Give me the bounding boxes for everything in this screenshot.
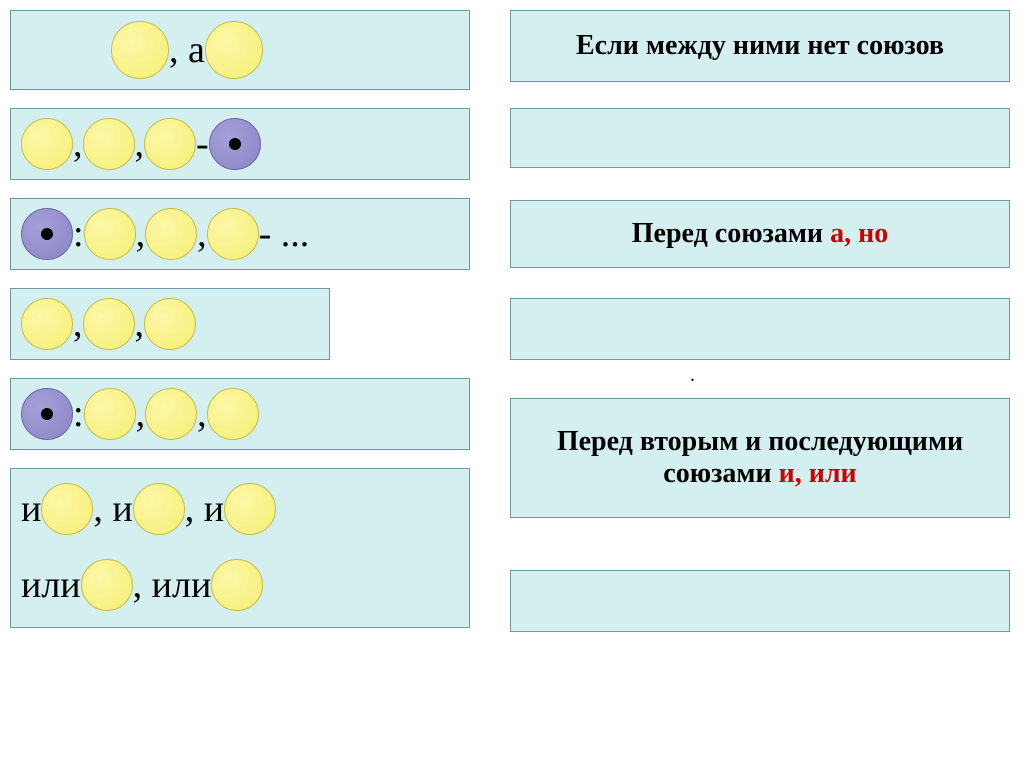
pattern-text: ,	[197, 212, 207, 256]
rule-text-part: Перед вторым и последующими союзами	[557, 426, 963, 489]
yellow-circle-icon	[144, 118, 196, 170]
rule-text: Перед союзами а, но	[632, 218, 888, 250]
pattern-text: ,	[73, 122, 83, 166]
pattern-text: , и	[185, 487, 224, 531]
pattern-box-3: , ,	[10, 288, 330, 360]
pattern-text: ,	[135, 122, 145, 166]
yellow-circle-icon	[144, 298, 196, 350]
yellow-circle-icon	[145, 208, 197, 260]
pattern-line: или , или	[21, 559, 263, 611]
yellow-circle-icon	[145, 388, 197, 440]
pattern-text: ,	[135, 302, 145, 346]
rule-box-3	[510, 298, 1010, 360]
yellow-circle-icon	[21, 118, 73, 170]
tiny-dot: .	[690, 364, 695, 387]
pattern-text: , или	[133, 563, 212, 607]
rule-text: Перед вторым и последующими союзами и, и…	[521, 426, 999, 490]
yellow-circle-icon	[224, 483, 276, 535]
rule-box-0: Если между ними нет союзов	[510, 10, 1010, 82]
yellow-circle-icon	[211, 559, 263, 611]
pattern-box-2: :,, - ...	[10, 198, 470, 270]
pattern-line: и , и , и	[21, 483, 276, 535]
pattern-text: или	[21, 563, 81, 607]
pattern-box-1: ,, -	[10, 108, 470, 180]
rule-text-part: Перед союзами	[632, 218, 830, 249]
pattern-text: ,	[73, 302, 83, 346]
rule-box-2: Перед союзами а, но	[510, 200, 1010, 268]
pattern-text: - ...	[259, 212, 310, 256]
rule-box-1	[510, 108, 1010, 168]
rule-box-6	[510, 570, 1010, 632]
left-column: , а ,, - :,, - ..., , : , , и , и , и ил…	[10, 10, 470, 628]
yellow-circle-icon	[205, 21, 263, 79]
main-container: , а ,, - :,, - ..., , : , , и , и , и ил…	[10, 10, 1014, 628]
pattern-text: -	[196, 122, 209, 166]
rule-text-red: и, или	[779, 458, 857, 489]
yellow-circle-icon	[83, 298, 135, 350]
yellow-circle-icon	[84, 388, 136, 440]
yellow-circle-icon	[84, 208, 136, 260]
rule-box-5: Перед вторым и последующими союзами и, и…	[510, 398, 1010, 518]
pattern-box-0: , а	[10, 10, 470, 90]
pattern-text: ,	[197, 392, 207, 436]
pattern-text: :	[73, 212, 84, 256]
yellow-circle-icon	[207, 388, 259, 440]
yellow-circle-icon	[21, 298, 73, 350]
pattern-text: ,	[136, 392, 146, 436]
purple-circle-icon	[21, 388, 73, 440]
rule-text-red: а, но	[830, 218, 888, 249]
yellow-circle-icon	[111, 21, 169, 79]
purple-circle-icon	[21, 208, 73, 260]
purple-circle-icon	[209, 118, 261, 170]
yellow-circle-icon	[81, 559, 133, 611]
rule-text-part: Если между ними нет союзов	[576, 30, 944, 61]
pattern-text: и	[21, 487, 41, 531]
yellow-circle-icon	[133, 483, 185, 535]
yellow-circle-icon	[41, 483, 93, 535]
right-column: Если между ними нет союзов Перед союзами …	[510, 10, 1010, 628]
pattern-box-4: : , ,	[10, 378, 470, 450]
pattern-text: , а	[169, 28, 205, 72]
pattern-text: :	[73, 392, 84, 436]
yellow-circle-icon	[83, 118, 135, 170]
pattern-box-5: и , и , и или , или	[10, 468, 470, 628]
pattern-text: ,	[136, 212, 146, 256]
pattern-text: , и	[93, 487, 132, 531]
rule-text: Если между ними нет союзов	[576, 30, 944, 62]
yellow-circle-icon	[207, 208, 259, 260]
